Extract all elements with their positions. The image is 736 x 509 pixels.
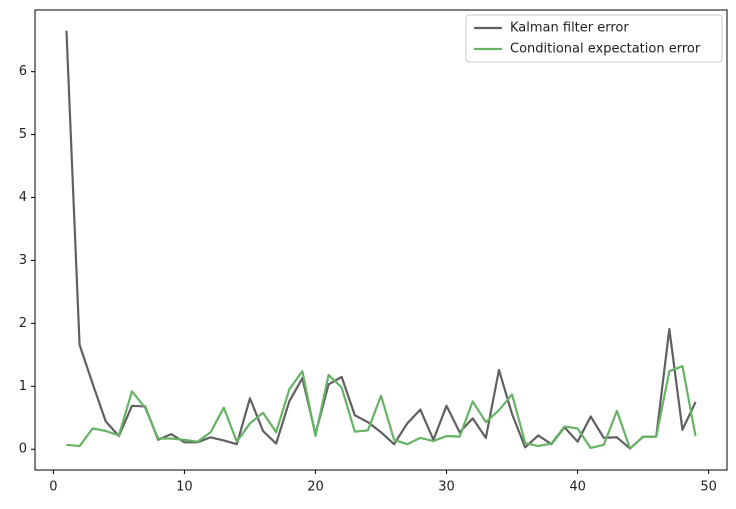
x-tick-label: 0: [49, 480, 57, 495]
y-tick-label: 1: [19, 379, 27, 394]
legend-label: Conditional expectation error: [510, 42, 701, 57]
x-tick-label: 30: [438, 480, 455, 495]
y-tick-label: 4: [19, 190, 27, 205]
legend-label: Kalman filter error: [510, 21, 629, 36]
x-tick-label: 50: [700, 480, 717, 495]
y-tick-label: 5: [19, 127, 27, 142]
y-tick-label: 6: [19, 64, 27, 79]
x-tick-label: 20: [307, 480, 324, 495]
plot-frame: [34, 9, 728, 471]
y-tick-label: 0: [19, 442, 27, 457]
series-line: [66, 365, 697, 450]
y-tick-label: 3: [19, 253, 27, 268]
x-tick-label: 10: [176, 480, 193, 495]
y-tick-label: 2: [19, 316, 27, 331]
series-line: [65, 30, 697, 450]
x-tick-label: 40: [569, 480, 586, 495]
legend-box: [465, 14, 723, 63]
